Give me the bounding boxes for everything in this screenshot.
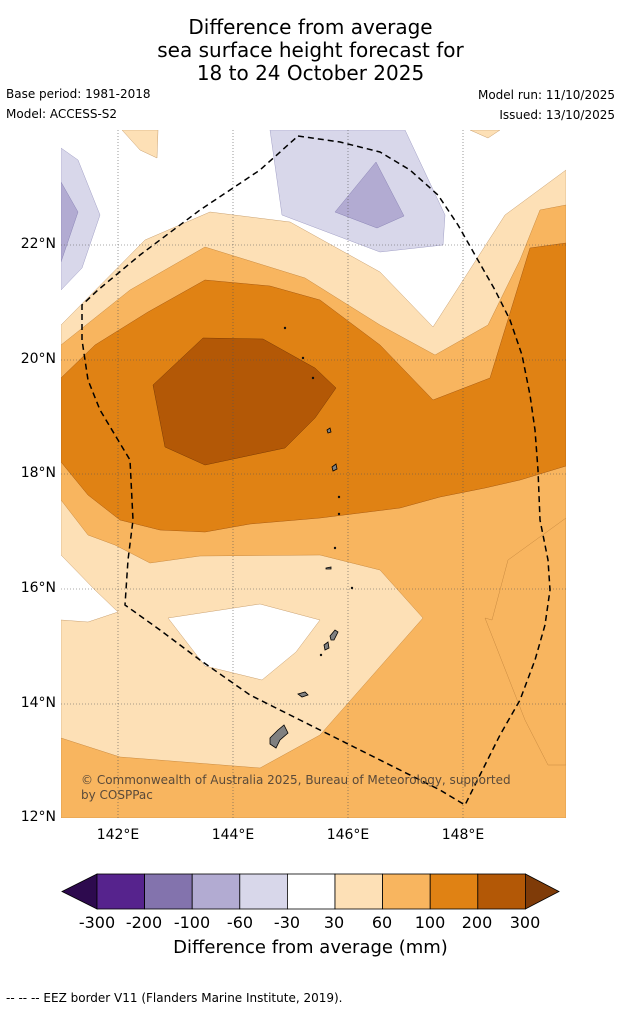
colorbar-cell [96,873,145,910]
island-maug [311,376,315,380]
model-run: Model run: 11/10/2025 [477,88,615,102]
colorbar-cell [191,873,241,910]
base-period: Base period: 1981-2018 [6,87,151,101]
contour-neg-30-60-left [61,147,101,291]
colorbar-arrow-high [525,873,560,910]
colorbar-tick: 100 [414,913,446,932]
model-name: Model: ACCESS-S2 [6,107,118,121]
lat-label-20n: 20°N [20,351,56,367]
island-saipan [329,629,339,641]
colorbar-cell [429,873,479,910]
title-line-1: Difference from average [188,15,433,39]
contour-30-60-top [121,130,159,159]
island-anatahan [325,566,332,570]
island-asuncion [326,427,332,434]
island-aguijan [319,653,323,657]
island-guam [269,724,289,749]
colorbar-tick: -30 [273,913,301,932]
contour-neg-60-100-left [61,181,79,263]
colorbar-cell [334,873,383,910]
colorbar-tick: 60 [371,913,393,932]
island-pagan [331,463,338,472]
colorbar-cell [286,873,336,910]
copyright-notice: © Commonwealth of Australia 2025, Bureau… [81,773,511,802]
gridlines [61,130,566,818]
island-farallon [350,586,354,590]
colorbar-tick: -300 [78,913,116,932]
contour-neg-60-100-top [334,161,405,229]
lon-label-148e: 148°E [441,827,485,843]
island-tinian [323,641,330,651]
colorbar-cell [144,873,193,910]
chart-title: Difference from average sea surface heig… [0,16,621,85]
islands [269,326,354,749]
island-guguan [337,512,341,516]
lon-label-146e: 146°E [326,827,370,843]
colorbar-tick: -100 [173,913,211,932]
eez-legend: -- -- -- EEZ border V11 (Flanders Marine… [6,991,343,1005]
island-alamagan [337,495,341,499]
colorbar-arrow-low [61,873,98,910]
contour-layer [61,130,566,818]
title-line-3: 18 to 24 October 2025 [196,61,425,85]
colorbar-tick: 300 [509,913,541,932]
lat-label-16n: 16°N [20,580,56,596]
colorbar-cell [382,873,431,910]
title-line-2: sea surface height forecast for [157,38,464,62]
colorbar-label: Difference from average (mm) [173,937,448,958]
lat-label-12n: 12°N [20,809,56,825]
colorbar-tick: 200 [461,913,493,932]
lat-label-22n: 22°N [20,236,56,252]
colorbar-tick: 30 [323,913,345,932]
colorbar-cell [239,873,288,910]
colorbar-tick: -200 [125,913,163,932]
lat-label-18n: 18°N [20,465,56,481]
island-supply-reef [283,326,287,330]
island-sarigan [333,546,337,550]
contour-near-average-patch [167,603,321,681]
lon-label-144e: 144°E [211,827,255,843]
colorbar-tick: -60 [226,913,254,932]
issued-date: Issued: 13/10/2025 [499,108,615,122]
island-uracas [301,356,305,360]
colorbar-cell [477,873,526,910]
contour-200-300 [152,337,337,466]
lat-label-14n: 14°N [20,695,56,711]
lon-label-142e: 142°E [96,827,140,843]
contour-30-60-topright [469,130,501,139]
island-rota [297,691,309,698]
